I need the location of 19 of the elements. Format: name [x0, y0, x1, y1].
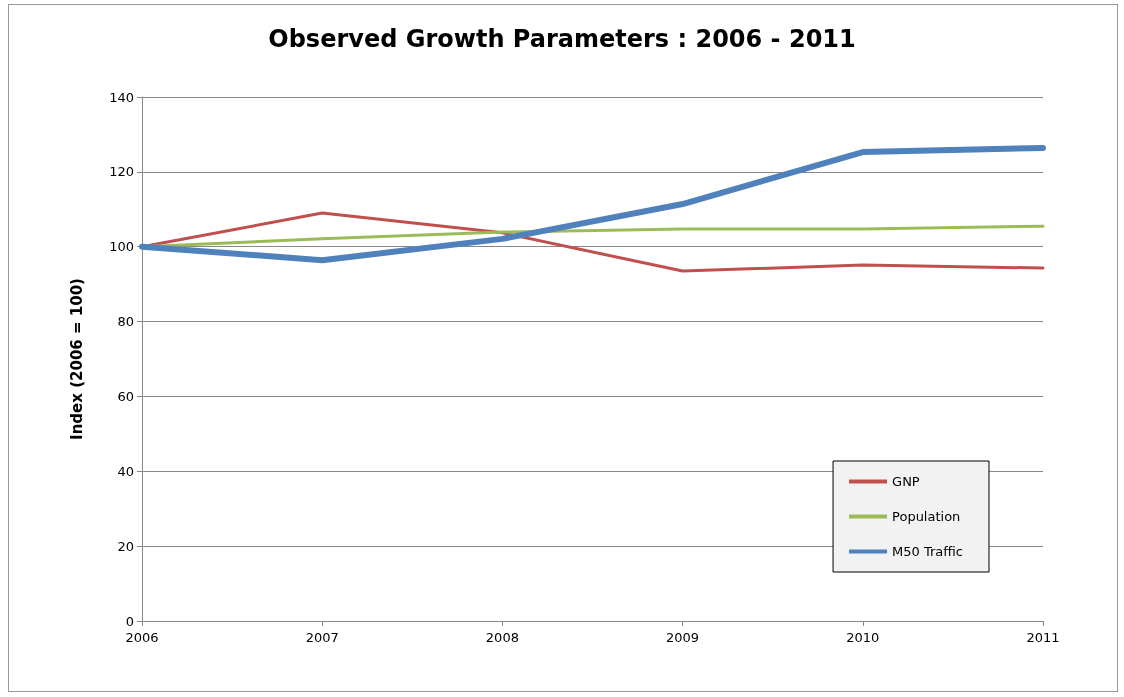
chart-title: Observed Growth Parameters : 2006 - 2011: [268, 25, 856, 53]
y-axis-title: Index (2006 = 100): [67, 278, 86, 440]
x-tick-label: 2010: [846, 630, 880, 645]
y-tick-label: 60: [117, 388, 134, 404]
y-tick-label: 140: [109, 89, 134, 105]
x-tick-label: 2006: [125, 630, 159, 645]
legend-label: M50 Traffic: [892, 544, 964, 559]
x-tick-label: 2011: [1026, 630, 1060, 645]
y-tick-label: 80: [117, 314, 134, 330]
legend-label: Population: [892, 509, 961, 524]
y-tick-label: 20: [117, 538, 134, 554]
legend-label: GNP: [892, 474, 920, 489]
x-tick-label: 2007: [305, 630, 339, 645]
x-tick-label: 2009: [666, 630, 700, 645]
x-tick-label: 2008: [485, 630, 519, 645]
y-tick-label: 100: [109, 239, 134, 255]
y-tick-label: 40: [117, 463, 134, 479]
y-tick-label: 120: [109, 164, 134, 180]
y-tick-label: 0: [125, 613, 134, 629]
